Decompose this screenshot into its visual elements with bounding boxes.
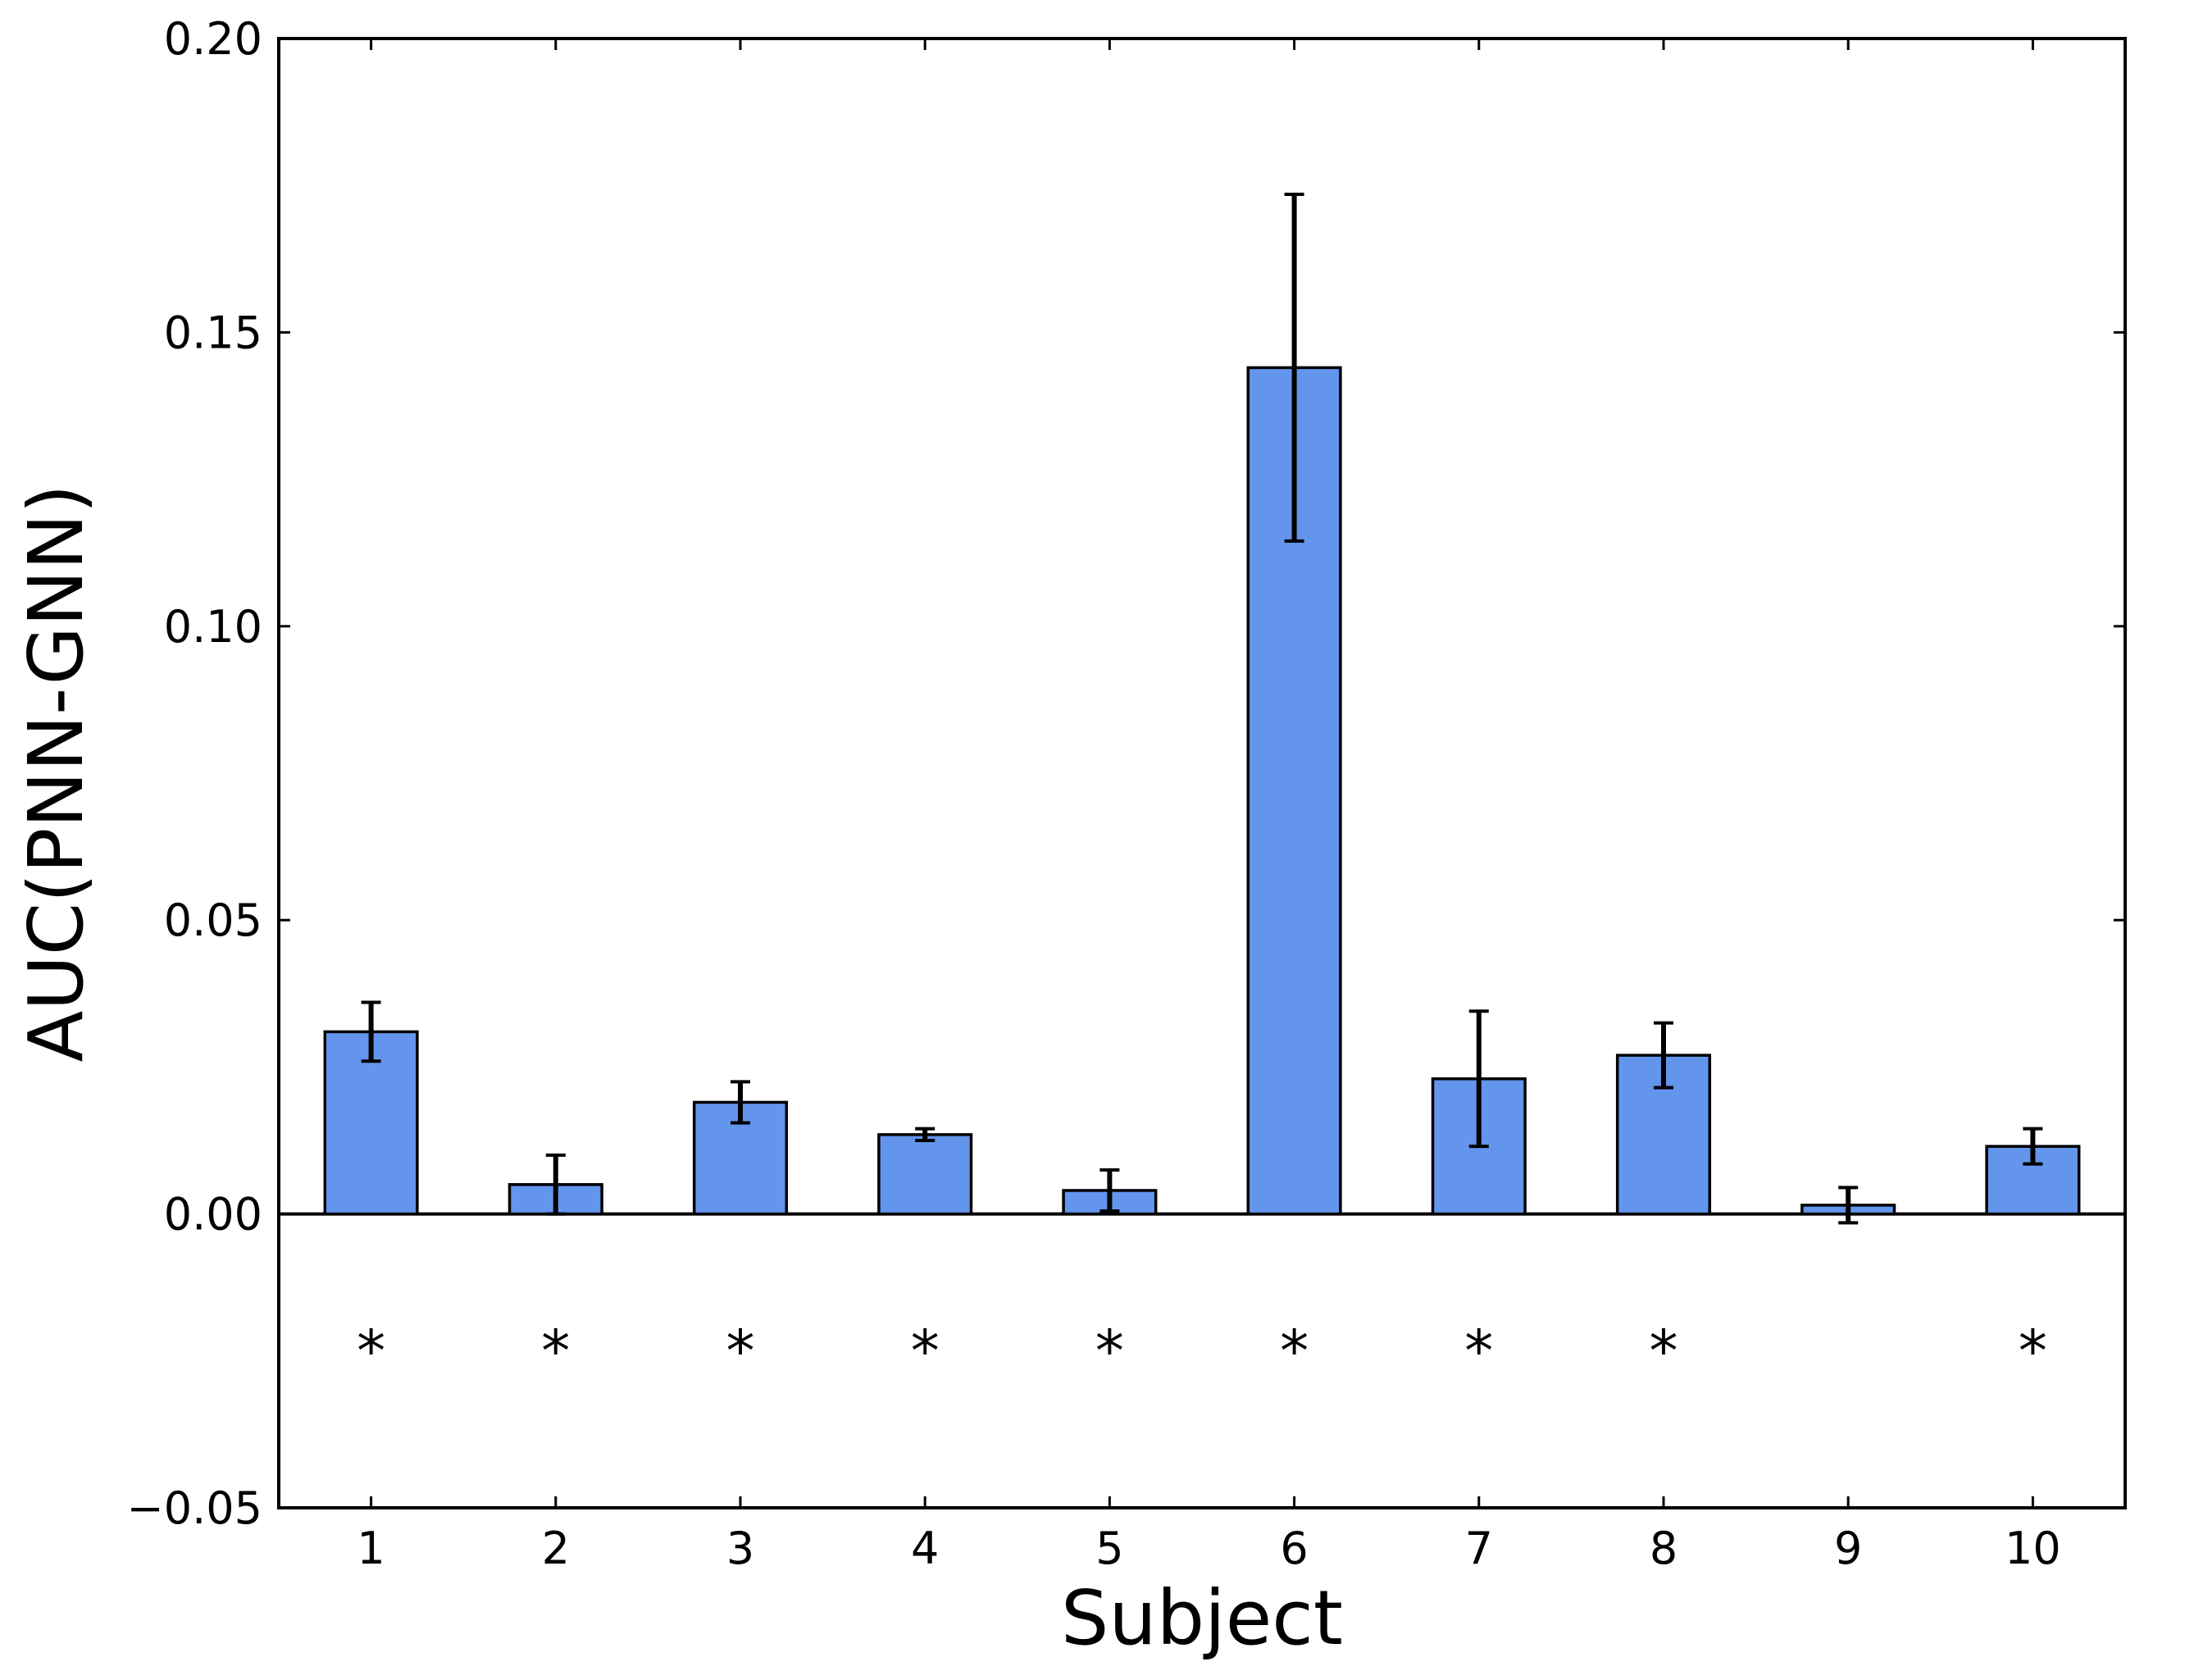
significance-star-5: * (1095, 1318, 1124, 1385)
significance-star-6: * (1280, 1318, 1309, 1385)
x-tick-label-1: 1 (357, 1523, 385, 1574)
x-tick-label-6: 6 (1280, 1523, 1308, 1574)
x-tick-label-7: 7 (1465, 1523, 1493, 1574)
plot-frame (277, 37, 2127, 1509)
significance-star-8: * (1650, 1318, 1678, 1385)
significance-star-7: * (1464, 1318, 1493, 1385)
x-tick-label-4: 4 (911, 1523, 939, 1574)
bar-subject-4 (877, 1133, 973, 1216)
x-tick-label-8: 8 (1650, 1523, 1677, 1574)
y-tick-label-4: 0.15 (164, 307, 262, 358)
significance-star-1: * (357, 1318, 385, 1385)
y-tick-label-5: 0.20 (164, 13, 262, 65)
y-tick-label-1: 0.00 (164, 1189, 262, 1241)
significance-layer: * * * * * * * * * (357, 1318, 2047, 1385)
x-tick-label-10: 10 (2005, 1523, 2061, 1574)
ticks-layer: 1 2 3 4 5 6 7 8 9 10 −0.05 0.00 0.05 0.10 0.15 0.20 (127, 13, 2125, 1574)
bars-layer (323, 366, 2081, 1216)
significance-star-10: * (2019, 1318, 2047, 1385)
x-tick-label-3: 3 (726, 1523, 754, 1574)
bar-subject-10 (1985, 1145, 2081, 1216)
y-tick-label-2: 0.05 (164, 895, 262, 946)
significance-star-3: * (726, 1318, 755, 1385)
x-tick-label-5: 5 (1095, 1523, 1123, 1574)
error-bars-layer (361, 192, 2043, 1225)
y-axis-label: AUC(PNN-GNN) (12, 485, 100, 1063)
significance-star-2: * (541, 1318, 570, 1385)
y-tick-label-0: −0.05 (127, 1482, 262, 1534)
significance-star-4: * (911, 1318, 940, 1385)
x-tick-label-9: 9 (1834, 1523, 1862, 1574)
x-tick-label-2: 2 (542, 1523, 570, 1574)
y-tick-label-3: 0.10 (164, 601, 262, 653)
x-axis-label: Subject (1061, 1574, 1343, 1662)
